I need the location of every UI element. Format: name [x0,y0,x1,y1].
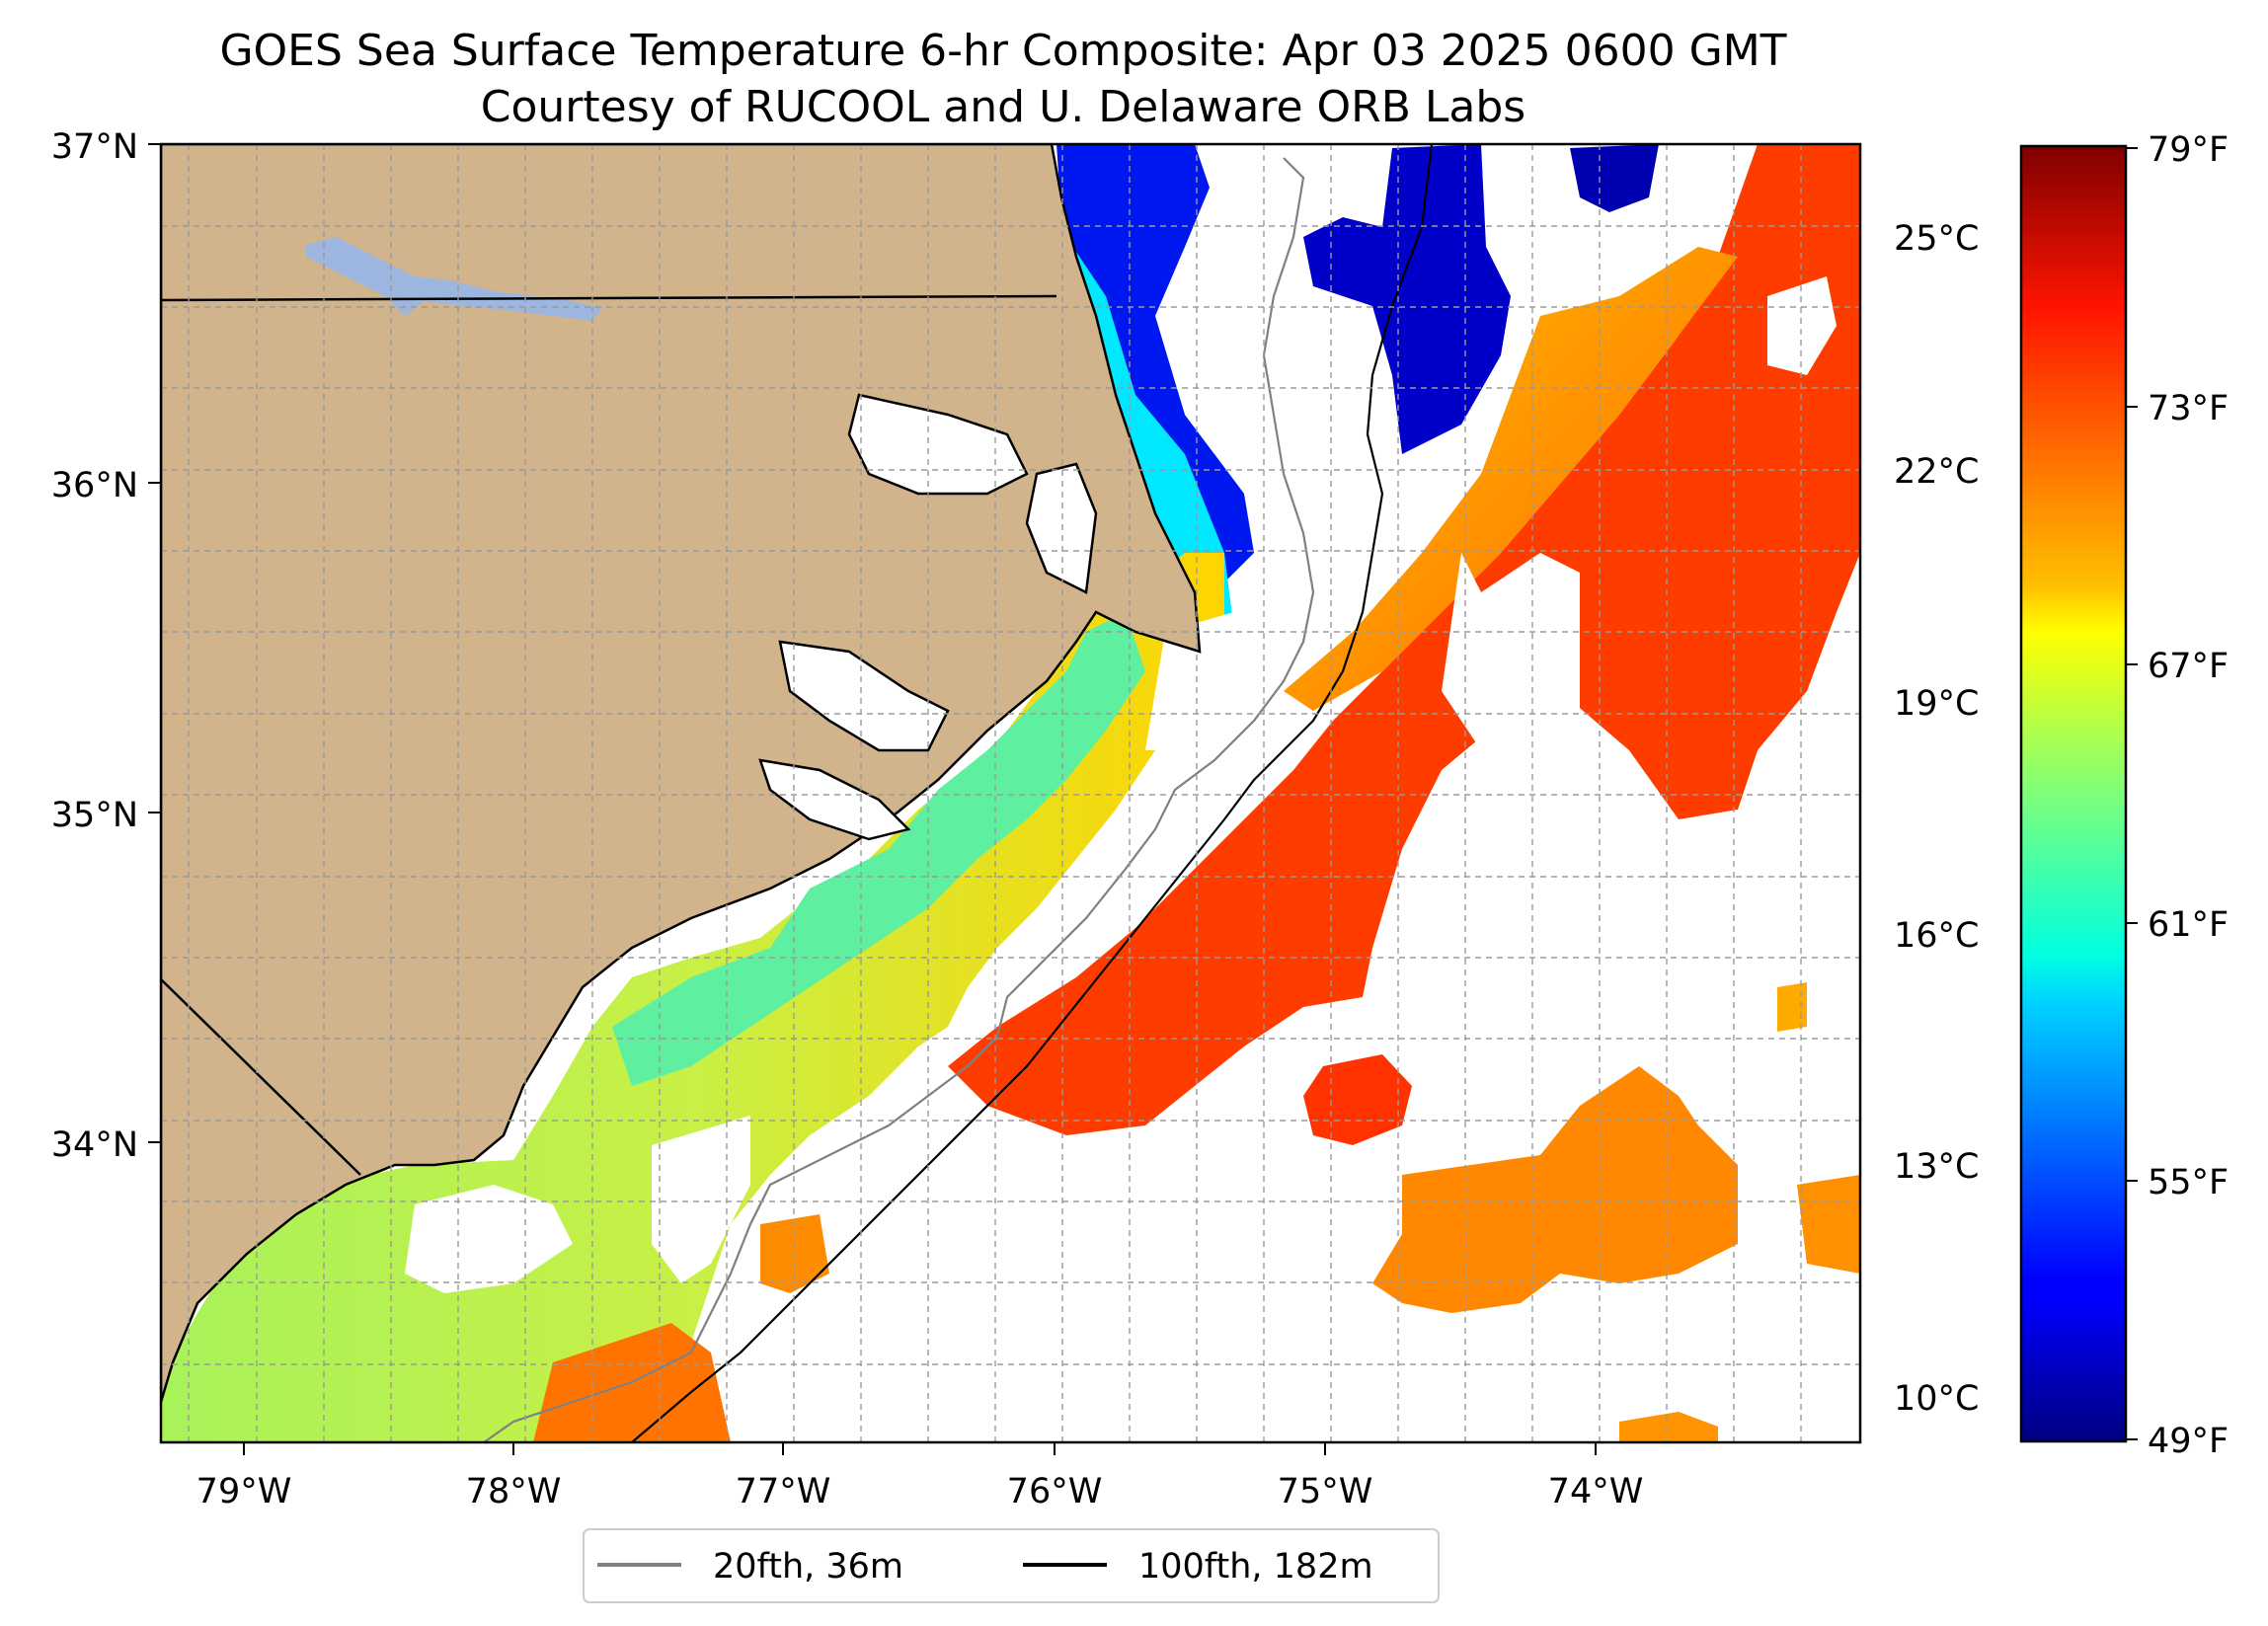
lat-tick-label: 36°N [51,466,138,505]
lat-tick-label: 37°N [51,127,138,167]
sst-warm-patch-mid [760,1214,829,1293]
sst-warm-patch-se [1797,1175,1860,1274]
sst-cyan-front [1066,237,1234,652]
no-data-hole-6 [1185,144,1313,454]
celsius-tick-label: 13°C [1894,1147,1979,1187]
sst-shelf-inner [612,612,1145,1086]
isobath-20fth [483,157,1315,1442]
chart-subtitle: Courtesy of RUCOOL and U. Delaware ORB L… [481,82,1525,132]
lat-tick-label: 34°N [51,1125,138,1165]
sst-cold-slope-water [1056,144,1254,592]
lon-tick-label: 79°W [196,1472,292,1511]
chart-title: GOES Sea Surface Temperature 6-hr Compos… [219,26,1786,76]
no-data-hole-3 [1145,612,1274,750]
legend-box [583,1528,1440,1603]
lon-tick-label: 77°W [736,1472,831,1511]
colorbar-tick-label: 49°F [2148,1422,2229,1461]
state-border-nc-sc [161,978,361,1176]
lon-tick-label: 78°W [466,1472,562,1511]
celsius-tick-label: 22°C [1894,452,1979,492]
colorbar-tick-label: 55°F [2148,1163,2229,1202]
lake [306,237,602,321]
map-frame [159,142,1862,1444]
legend: 20fth, 36m 100fth, 182m [583,1528,1440,1603]
colorbar-tick-label: 61°F [2148,905,2229,945]
colorbar-tick-label: 73°F [2148,389,2229,428]
celsius-tick-label: 25°C [1894,219,1979,259]
legend-label-20fth: 20fth, 36m [713,1547,903,1587]
celsius-tick-label: 19°C [1894,684,1979,724]
celsius-axis: 25°C 22°C 19°C 16°C 13°C 10°C [1894,219,1979,1419]
colorbar-tick-label: 79°F [2148,130,2229,170]
sst-warm-patch-small [1777,982,1807,1032]
sst-warm-patch-east [1372,1066,1738,1313]
no-data-hole-2 [652,1116,750,1283]
sst-cold-patch-north [1303,144,1511,454]
land-sound-cutout-1 [847,393,1029,496]
land-sound-cutout-3 [758,758,911,841]
lat-tick-label: 35°N [51,796,138,835]
sst-cold-patch-ne [1570,144,1659,212]
colorbar-gradient [2019,144,2128,1443]
no-data-hole-5 [1767,276,1837,375]
land-sound-cutout-2 [778,640,950,752]
lon-tick-label: 74°W [1548,1472,1644,1511]
map-canvas [161,144,1860,1442]
state-border-nc-va [161,294,1057,302]
lon-tick-label: 75°W [1278,1472,1373,1511]
sst-gulf-stream [948,144,1860,1135]
isobath-100fth [631,144,1434,1442]
no-data-hole-4 [1442,553,1580,790]
land-sound-cutout-4 [1025,462,1098,594]
lat-axis: 37°N 36°N 35°N 34°N [51,127,161,1165]
sst-gulf-stream-edge [1284,247,1738,711]
celsius-tick-label: 16°C [1894,916,1979,956]
sst-warm-patch-south [1619,1412,1718,1442]
legend-label-100fth: 100fth, 182m [1138,1547,1373,1587]
celsius-tick-label: 10°C [1894,1379,1979,1419]
colorbar: 79°F 73°F 67°F 61°F 55°F 49°F [2019,130,2229,1461]
no-data-hole-1 [405,1185,573,1293]
lon-tick-label: 76°W [1007,1472,1103,1511]
colorbar-tick-label: 67°F [2148,647,2229,686]
lon-axis: 79°W 78°W 77°W 76°W 75°W 74°W [196,1442,1644,1511]
map-gridlines [161,144,1860,1442]
